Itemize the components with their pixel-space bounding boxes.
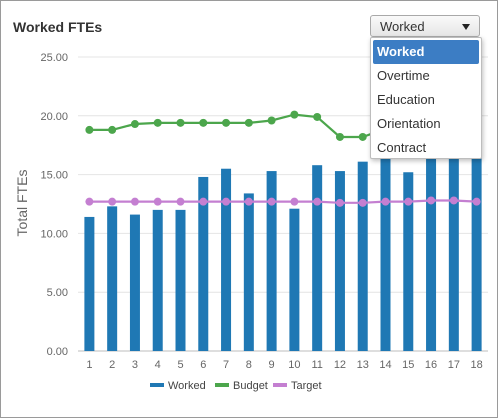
worked-bars bbox=[84, 158, 482, 351]
legend-swatch-budget bbox=[215, 383, 229, 387]
point-target bbox=[449, 196, 458, 205]
point-budget bbox=[267, 116, 276, 125]
point-target bbox=[244, 197, 253, 206]
point-budget bbox=[108, 125, 117, 134]
metric-select-value: Worked bbox=[380, 19, 425, 34]
point-budget bbox=[176, 118, 185, 127]
bar-worked bbox=[175, 209, 186, 351]
legend-swatch-target bbox=[273, 383, 287, 387]
metric-select[interactable]: Worked bbox=[370, 15, 480, 37]
x-tick-label: 18 bbox=[470, 359, 482, 371]
point-target bbox=[404, 197, 413, 206]
x-tick-label: 8 bbox=[246, 359, 252, 371]
legend: Worked Budget Target bbox=[150, 380, 322, 392]
point-budget bbox=[290, 110, 299, 119]
bar-worked bbox=[84, 216, 95, 351]
point-budget bbox=[313, 112, 322, 121]
legend-label-worked: Worked bbox=[168, 380, 206, 392]
point-budget bbox=[244, 118, 253, 127]
y-tick-label: 15.00 bbox=[40, 170, 68, 182]
legend-swatch-worked bbox=[150, 383, 164, 387]
point-target bbox=[85, 197, 94, 206]
point-target bbox=[472, 197, 481, 206]
point-target bbox=[199, 197, 208, 206]
x-tick-label: 17 bbox=[448, 359, 460, 371]
bar-worked bbox=[312, 165, 323, 351]
bar-worked bbox=[334, 171, 345, 351]
menu-item-education[interactable]: Education bbox=[377, 92, 435, 107]
point-target bbox=[290, 197, 299, 206]
point-budget bbox=[199, 118, 208, 127]
point-target bbox=[381, 197, 390, 206]
bar-worked bbox=[152, 209, 163, 351]
x-tick-label: 5 bbox=[177, 359, 183, 371]
point-budget bbox=[358, 132, 367, 141]
bar-worked bbox=[380, 158, 391, 351]
bar-worked bbox=[471, 158, 482, 351]
x-tick-label: 1 bbox=[86, 359, 92, 371]
bar-worked bbox=[266, 171, 277, 351]
x-tick-label: 2 bbox=[109, 359, 115, 371]
bar-worked bbox=[198, 176, 209, 351]
y-tick-label: 25.00 bbox=[40, 52, 68, 64]
x-tick-label: 14 bbox=[379, 359, 391, 371]
x-tick-label: 11 bbox=[311, 359, 322, 371]
x-tick-label: 4 bbox=[155, 359, 161, 371]
bar-worked bbox=[221, 168, 232, 351]
point-target bbox=[108, 197, 117, 206]
bar-worked bbox=[426, 158, 437, 351]
metric-dropdown-menu: Worked Overtime Education Orientation Co… bbox=[370, 37, 482, 159]
chevron-down-icon bbox=[462, 24, 470, 30]
bar-worked bbox=[403, 172, 414, 351]
x-tick-label: 13 bbox=[357, 359, 369, 371]
menu-item-orientation[interactable]: Orientation bbox=[377, 116, 441, 131]
legend-label-budget: Budget bbox=[233, 380, 268, 392]
point-budget bbox=[222, 118, 231, 127]
y-tick-label: 10.00 bbox=[40, 228, 68, 240]
x-tick-label: 10 bbox=[288, 359, 300, 371]
bar-worked bbox=[129, 214, 140, 351]
menu-item-overtime[interactable]: Overtime bbox=[377, 68, 430, 83]
point-target bbox=[427, 196, 436, 205]
x-tick-label: 15 bbox=[402, 359, 414, 371]
y-tick-label: 0.00 bbox=[47, 346, 68, 358]
x-tick-label: 12 bbox=[334, 359, 346, 371]
x-tick-label: 3 bbox=[132, 359, 138, 371]
menu-item-worked[interactable]: Worked bbox=[373, 40, 479, 64]
menu-item-contract[interactable]: Contract bbox=[377, 140, 427, 155]
point-target bbox=[335, 198, 344, 207]
point-target bbox=[176, 197, 185, 206]
bar-worked bbox=[357, 161, 368, 351]
x-tick-label: 6 bbox=[200, 359, 206, 371]
bar-worked bbox=[289, 208, 300, 351]
point-budget bbox=[85, 125, 94, 134]
point-target bbox=[358, 198, 367, 207]
bar-worked bbox=[448, 158, 459, 351]
point-budget bbox=[335, 132, 344, 141]
point-target bbox=[222, 197, 231, 206]
x-tick-label: 16 bbox=[425, 359, 437, 371]
x-tick-label: 9 bbox=[269, 359, 275, 371]
legend-label-target: Target bbox=[291, 380, 322, 392]
x-tick-labels: 1 2 3 4 5 6 7 8 9 10 11 12 13 14 15 16 17 18 bbox=[86, 359, 482, 371]
y-tick-labels: 0.00 5.00 10.00 15.00 20.00 25.00 bbox=[40, 52, 68, 358]
y-axis-label: Total FTEs bbox=[14, 170, 30, 237]
y-tick-label: 5.00 bbox=[47, 287, 68, 299]
point-target bbox=[130, 197, 139, 206]
point-budget bbox=[130, 120, 139, 129]
line-target bbox=[89, 199, 477, 204]
x-tick-label: 7 bbox=[223, 359, 229, 371]
bar-worked bbox=[107, 206, 118, 351]
point-budget bbox=[153, 118, 162, 127]
point-target bbox=[267, 197, 276, 206]
point-target bbox=[153, 197, 162, 206]
point-target bbox=[313, 197, 322, 206]
chart-title: Worked FTEs bbox=[13, 19, 103, 35]
y-tick-label: 20.00 bbox=[40, 111, 68, 123]
bar-worked bbox=[243, 193, 254, 351]
